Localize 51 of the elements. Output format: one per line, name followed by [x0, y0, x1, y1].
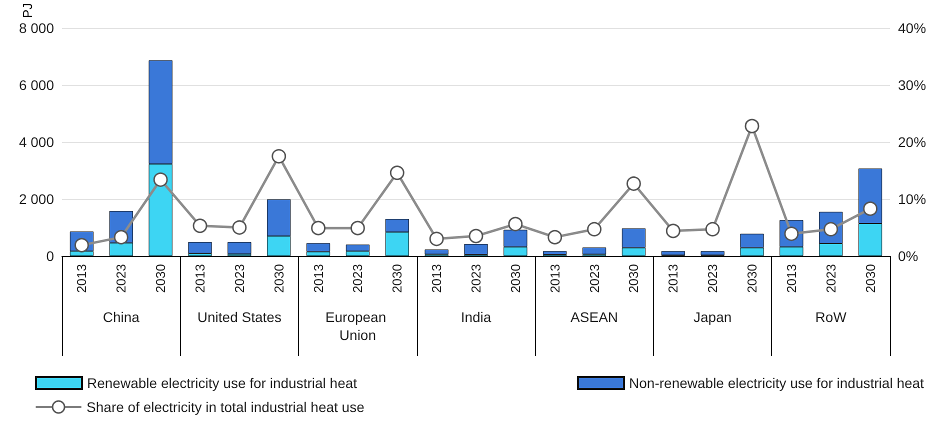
x-tick-label: 2030 [271, 264, 286, 293]
x-tick-label: 2030 [153, 264, 168, 293]
bar [582, 247, 606, 254]
text: Japan [693, 309, 732, 325]
y-tick-label: 8 000 [18, 20, 54, 36]
bar [464, 244, 488, 255]
bar [306, 243, 330, 252]
legend-label: Share of electricity in total industrial heat use [86, 399, 365, 415]
y-axis-title: PJ [20, 3, 35, 18]
legend-label: Non-renewable electricity use for industrial heat [629, 375, 924, 391]
bar [700, 251, 724, 256]
y-tick-label: 0 [46, 248, 54, 264]
x-tick-label: 2013 [666, 264, 681, 293]
x-tick-label: 2023 [823, 264, 838, 293]
legend-label: Renewable electricity use for industrial heat [87, 375, 358, 391]
bar [543, 251, 567, 255]
x-tick-label: 2030 [390, 264, 405, 293]
y2-tick-label: 40% [898, 20, 926, 36]
y-tick-label: 4 000 [18, 134, 54, 150]
x-tick-label: 2013 [192, 264, 208, 293]
y2-tick-label: 20% [898, 134, 926, 150]
x-tick-label: 2030 [508, 264, 523, 293]
x-tick-label: 2023 [114, 264, 129, 293]
x-tick-label: 2030 [862, 264, 878, 293]
y-tick-label: 2 000 [18, 191, 54, 208]
x-tick-label: 2023 [586, 264, 602, 293]
x-tick-label: 2013 [784, 264, 799, 293]
text: ASEAN [570, 309, 618, 325]
text: China [102, 309, 140, 325]
bar [424, 249, 448, 254]
bar [661, 251, 685, 256]
y-tick-label: 6 000 [18, 77, 54, 94]
x-tick-label: 2030 [626, 264, 642, 293]
text: RoW [815, 309, 848, 325]
x-tick-label: 2013 [429, 264, 444, 293]
x-tick-label: 2013 [310, 264, 326, 293]
bar [188, 242, 212, 254]
x-tick-label: 2023 [350, 264, 366, 293]
x-tick-label: 2023 [468, 264, 484, 293]
text: European Union [325, 309, 390, 343]
x-tick-label: 2023 [232, 264, 247, 293]
text: India [460, 309, 492, 325]
x-tick-label: 2013 [74, 264, 90, 293]
x-tick-label: 2023 [705, 264, 720, 293]
x-tick-label: 2030 [744, 264, 760, 293]
x-tick-label: 2013 [547, 264, 562, 293]
y2-tick-label: 0% [898, 248, 918, 264]
bar [228, 242, 252, 254]
y2-tick-label: 10% [898, 191, 926, 208]
text: United States [197, 309, 282, 325]
y2-tick-label: 30% [898, 77, 926, 94]
